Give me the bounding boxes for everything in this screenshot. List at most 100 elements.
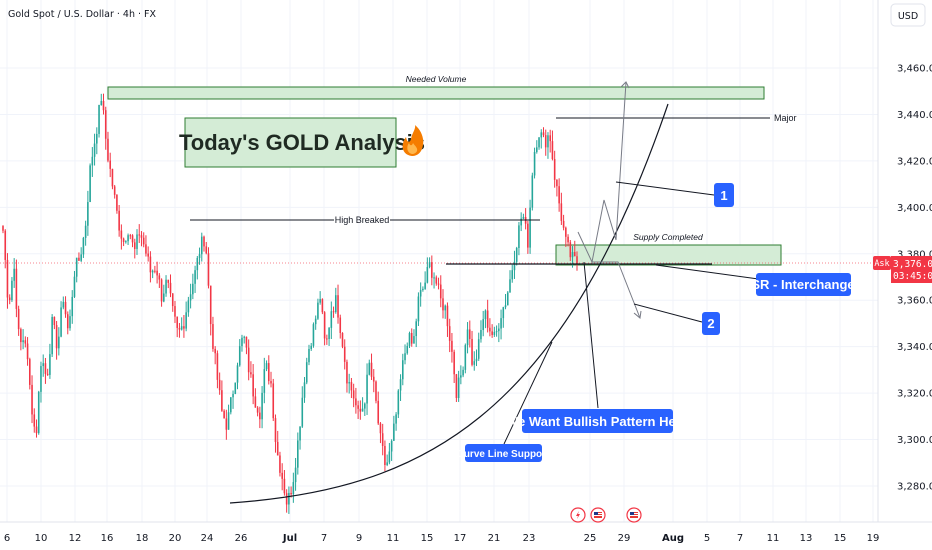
candle-body — [163, 293, 165, 302]
currency-button-label: USD — [898, 11, 918, 22]
candle-body — [366, 374, 368, 404]
candle-body — [285, 493, 288, 505]
candle-body — [388, 451, 391, 463]
candle-body — [118, 210, 120, 231]
curve-support-line[interactable] — [229, 103, 669, 504]
candle-body — [196, 257, 199, 271]
x-tick-label: 7 — [321, 533, 327, 544]
candle-body — [415, 321, 417, 337]
candle-body — [198, 254, 201, 258]
candle-body — [174, 306, 176, 317]
candle-body — [131, 235, 134, 243]
candle-body — [145, 244, 147, 254]
candle-body — [15, 268, 18, 309]
us-flag-event-icon[interactable] — [626, 507, 642, 523]
x-tick-label: 9 — [356, 533, 362, 544]
candle-body — [544, 135, 547, 148]
candle-body — [24, 340, 27, 344]
sr-interchange-badge[interactable] — [756, 273, 851, 296]
candle-body — [520, 218, 522, 226]
candle-body — [256, 407, 259, 413]
candle-body — [504, 305, 507, 308]
candle-body — [417, 296, 420, 322]
candle-body — [321, 299, 324, 313]
x-tick-label: 15 — [421, 533, 434, 544]
headline-box[interactable] — [184, 117, 397, 168]
label-2-badge[interactable] — [702, 312, 720, 335]
high-breaked-label: High Breaked — [335, 215, 390, 225]
supply-completed-label: Supply Completed — [633, 232, 703, 242]
candle-body — [339, 317, 342, 333]
y-tick-label: 3,360.00 — [897, 296, 932, 307]
candle-body — [37, 391, 40, 434]
candle-body — [154, 270, 156, 272]
candle-body — [209, 285, 212, 325]
flash-event-icon[interactable] — [570, 507, 586, 523]
candle-body — [221, 390, 223, 411]
candle-body — [252, 374, 254, 397]
candle-body — [158, 275, 161, 280]
candle-body — [408, 333, 411, 346]
bullish-pattern-text: We Want Bullish Pattern Here — [506, 414, 688, 429]
supply-zone[interactable] — [555, 244, 782, 266]
candle-body — [489, 327, 491, 332]
x-tick-label: 10 — [35, 533, 48, 544]
candle-body — [533, 151, 536, 176]
candle-body — [31, 384, 33, 415]
candle-body — [147, 253, 149, 257]
candle-body — [372, 376, 375, 382]
candle-body — [274, 418, 277, 442]
bullish-pattern-badge[interactable] — [522, 409, 673, 433]
currency-button[interactable] — [890, 3, 926, 27]
candle-body — [328, 327, 330, 339]
candle-body — [207, 253, 210, 286]
y-tick-label: 3,380.00 — [897, 249, 932, 260]
candle-body — [460, 375, 462, 378]
label-1-badge[interactable] — [714, 183, 734, 207]
price-axis[interactable]: 3,460.00 3,440.00 3,420.00 3,400.00 3,380.00… — [897, 64, 932, 493]
x-tick-label: 11 — [767, 533, 780, 544]
candle-body — [375, 381, 377, 401]
needed-volume-zone[interactable] — [107, 86, 765, 100]
candle-body — [35, 426, 38, 434]
candle-body — [370, 362, 373, 377]
candle-body — [142, 237, 145, 245]
candle-body — [125, 241, 127, 243]
candle-body — [502, 307, 505, 319]
candle-body — [138, 234, 141, 236]
candle-body — [455, 374, 458, 398]
bearish-projection-arrowhead — [633, 310, 642, 319]
candle-body — [223, 410, 225, 419]
curve-support-badge[interactable] — [465, 444, 542, 462]
x-tick-label: 19 — [867, 533, 880, 544]
candle-body — [571, 252, 574, 258]
candle-body — [493, 331, 496, 335]
y-tick-label: 3,300.00 — [897, 435, 932, 446]
x-tick-label: Aug — [662, 533, 684, 544]
bullish-projection-arrowhead — [620, 81, 630, 89]
candle-body — [111, 168, 114, 187]
symbol-title[interactable]: Gold Spot / U.S. Dollar · 4h · FX — [8, 9, 157, 20]
x-tick-label: 16 — [101, 533, 114, 544]
candle-body — [62, 301, 65, 308]
candle-body — [565, 227, 567, 237]
time-axis[interactable]: 6 10 12 16 18 20 24 26 Jul 7 9 11 15 17 21 23 25 29 Aug 5 7 1… — [4, 533, 880, 544]
grid-lines — [0, 0, 878, 522]
candle-body — [352, 390, 355, 399]
label-2-connector — [633, 303, 703, 323]
x-tick-label: 13 — [800, 533, 813, 544]
candle-body — [419, 290, 422, 297]
candle-body — [377, 400, 380, 424]
y-tick-label: 3,420.00 — [897, 156, 932, 167]
candle-body — [495, 331, 498, 333]
candle-body — [46, 373, 49, 375]
candle-body — [149, 256, 152, 273]
candle-body — [406, 345, 409, 354]
candle-body — [230, 397, 232, 413]
x-tick-label: 11 — [387, 533, 400, 544]
us-flag-event-icon[interactable] — [590, 507, 606, 523]
x-tick-label: 5 — [704, 533, 710, 544]
candle-body — [120, 230, 123, 239]
sr-interchange-text: SR - Interchange — [751, 277, 854, 292]
